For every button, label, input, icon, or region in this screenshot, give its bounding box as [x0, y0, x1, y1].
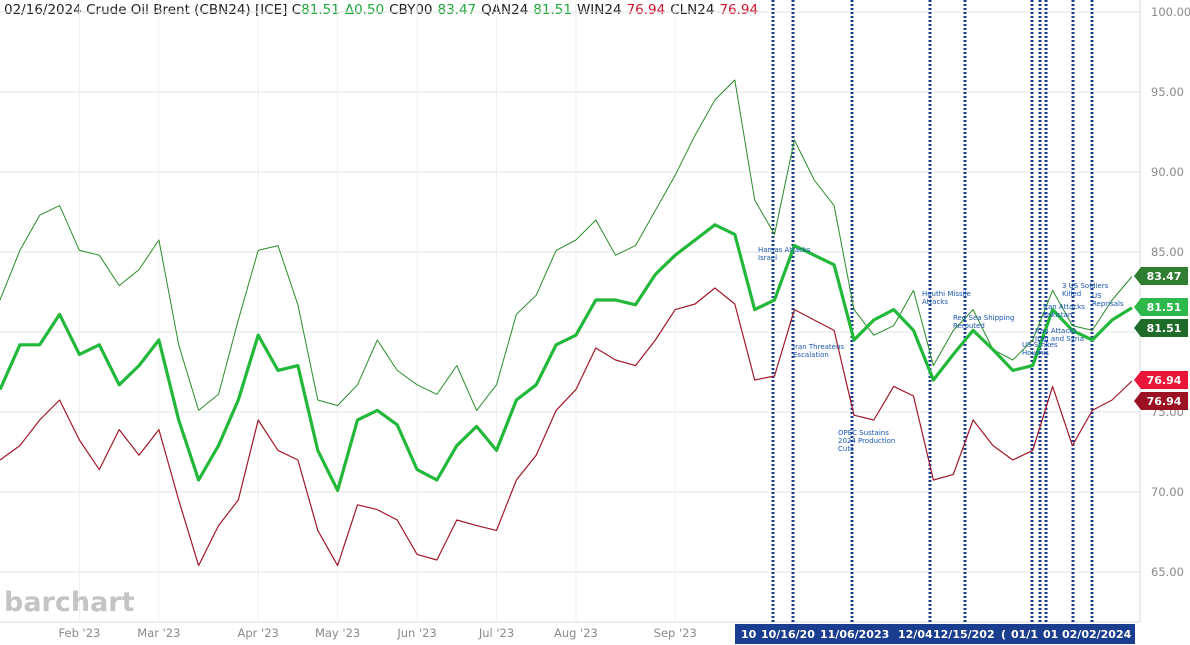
event-date-label: 10 — [741, 628, 757, 641]
event-annotation: Attacks — [922, 298, 948, 306]
y-tick-label: 95.00 — [1151, 85, 1184, 99]
series-line — [0, 287, 1133, 567]
header-part: 76.94 — [719, 2, 759, 18]
event-annotation: OPEC Sustains — [838, 429, 889, 437]
x-tick-label: Jun '23 — [396, 626, 436, 640]
value-tag-label: 76.94 — [1147, 395, 1182, 408]
event-date-label: 10/16/20 — [761, 628, 815, 641]
header-part: CLN24 — [670, 2, 715, 18]
y-tick-label: 70.00 — [1151, 485, 1184, 499]
event-date-label: 12/15/202 — [933, 628, 995, 641]
event-annotation: Houthis — [1022, 349, 1049, 357]
event-date-label: 01 — [1043, 628, 1058, 641]
event-annotation: Pakistan — [1043, 311, 1072, 319]
event-date-label: 12/04 — [898, 628, 933, 641]
event-annotation: Iran Attacks — [1035, 327, 1077, 335]
event-annotation: 2024 Production — [838, 437, 895, 445]
value-tag-label: 81.51 — [1147, 322, 1182, 335]
event-annotation: US Strikes — [1022, 341, 1058, 349]
event-annotation: Hamas Attacks — [758, 246, 811, 254]
value-tag — [1134, 371, 1188, 389]
event-annotation: Iran Attacks — [1043, 303, 1085, 311]
x-tick-label: May '23 — [315, 626, 360, 640]
y-tick-label: 85.00 — [1151, 245, 1184, 259]
value-tag-label: 76.94 — [1147, 374, 1182, 387]
header-part: 83.47 — [437, 2, 477, 18]
event-annotation: Escalation — [793, 351, 829, 359]
x-tick-label: Feb '23 — [59, 626, 101, 640]
event-annotation: Cuts — [838, 445, 854, 453]
event-annotation: Israel — [758, 254, 777, 262]
event-date-label: 11/06/2023 — [820, 628, 889, 641]
header-part: 02/16/2024 Crude Oil Brent (CBN24) [ICE]… — [4, 2, 302, 18]
y-tick-label: 65.00 — [1151, 565, 1184, 579]
header-part: 76.94 — [626, 2, 666, 18]
header: 02/16/2024 Crude Oil Brent (CBN24) [ICE]… — [4, 2, 758, 18]
value-tag — [1134, 298, 1188, 316]
header-part: Δ0.50 — [344, 2, 385, 18]
value-tag — [1134, 392, 1188, 410]
event-annotation: Red Sea Shipping — [953, 314, 1014, 322]
event-date-label: ( — [1001, 628, 1006, 641]
header-part: CBY00 — [389, 2, 433, 18]
y-tick-label: 90.00 — [1151, 165, 1184, 179]
value-tag-label: 81.51 — [1147, 301, 1182, 314]
event-date-label: 01/1 — [1011, 628, 1038, 641]
header-part: QAN24 — [481, 2, 529, 18]
event-annotation: Killed — [1062, 290, 1081, 298]
event-annotation: Iran Threatens — [793, 343, 844, 351]
event-date-label: 02/02/2024 — [1062, 628, 1132, 641]
event-annotation: Rerouted — [953, 322, 985, 330]
x-tick-label: Jul '23 — [478, 626, 514, 640]
event-annotation: Reprisals — [1092, 300, 1124, 308]
series-line — [0, 223, 1133, 492]
event-annotation: Iraq and Syria — [1035, 335, 1084, 343]
value-tag — [1134, 267, 1188, 285]
event-band — [735, 624, 1135, 644]
series-line — [0, 79, 1133, 411]
x-tick-label: Sep '23 — [654, 626, 697, 640]
header-part: 81.51 — [301, 2, 340, 18]
y-tick-label: 100.00 — [1151, 5, 1190, 19]
value-tag-label: 83.47 — [1147, 270, 1182, 283]
value-tag — [1134, 319, 1188, 337]
event-annotation: 3 US Soldiers — [1062, 282, 1109, 290]
header-part: 81.51 — [533, 2, 572, 18]
header-part: WIN24 — [576, 2, 622, 18]
watermark: barchart — [4, 587, 135, 618]
x-tick-label: Mar '23 — [137, 626, 180, 640]
x-tick-label: Aug '23 — [554, 626, 598, 640]
x-tick-label: Apr '23 — [237, 626, 278, 640]
event-annotation: Houthi Missile — [922, 290, 971, 298]
event-annotation: US — [1092, 292, 1102, 300]
